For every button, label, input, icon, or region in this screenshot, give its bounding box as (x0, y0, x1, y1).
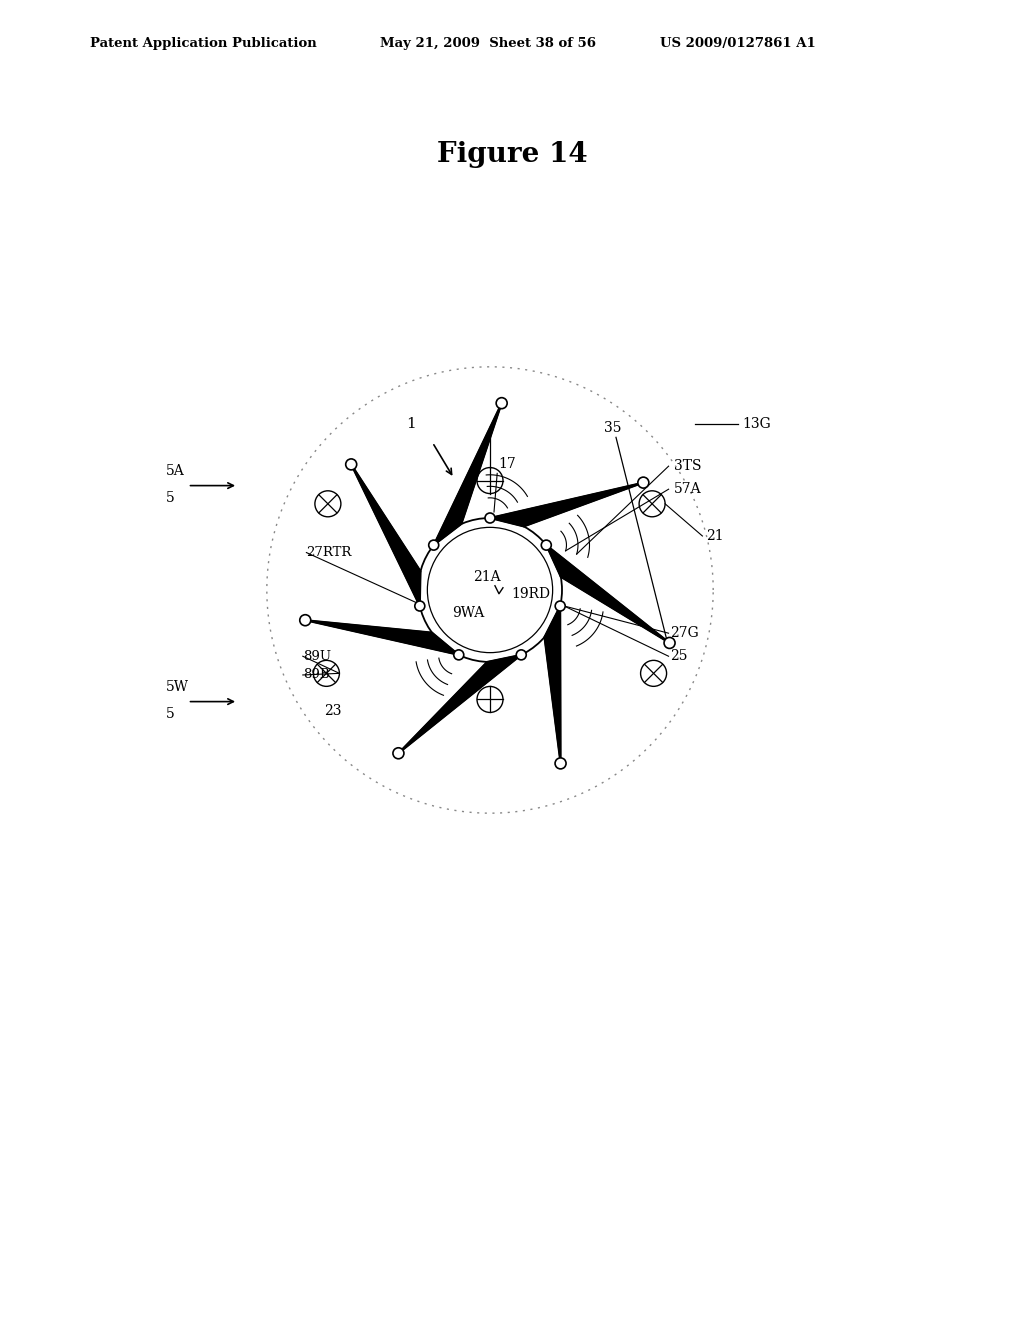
Text: 21A: 21A (473, 570, 500, 583)
Polygon shape (305, 620, 459, 655)
Circle shape (555, 758, 566, 768)
Circle shape (497, 397, 507, 409)
Circle shape (429, 540, 438, 550)
Circle shape (346, 459, 356, 470)
Circle shape (542, 540, 551, 550)
Polygon shape (490, 483, 643, 527)
Text: 23: 23 (325, 704, 342, 718)
Text: 3TS: 3TS (674, 459, 701, 473)
Text: 89U: 89U (303, 649, 331, 663)
Text: 9WA: 9WA (453, 606, 484, 620)
Text: 5: 5 (166, 706, 175, 721)
Circle shape (300, 615, 310, 626)
Text: 21: 21 (706, 529, 724, 543)
Circle shape (555, 601, 565, 611)
Text: US 2009/0127861 A1: US 2009/0127861 A1 (660, 37, 816, 50)
Text: 5: 5 (166, 491, 175, 504)
Polygon shape (398, 655, 521, 754)
Circle shape (664, 638, 675, 648)
Text: 27G: 27G (670, 626, 698, 640)
Text: 19RD: 19RD (511, 587, 550, 601)
Circle shape (415, 601, 425, 611)
Circle shape (485, 513, 495, 523)
Text: Figure 14: Figure 14 (436, 141, 588, 169)
Text: 1: 1 (406, 417, 416, 432)
Text: May 21, 2009  Sheet 38 of 56: May 21, 2009 Sheet 38 of 56 (380, 37, 596, 50)
Circle shape (638, 477, 649, 488)
Text: 5W: 5W (166, 680, 189, 694)
Circle shape (393, 747, 403, 759)
Polygon shape (546, 545, 670, 643)
Text: 13G: 13G (742, 417, 771, 432)
Text: Patent Application Publication: Patent Application Publication (90, 37, 316, 50)
Polygon shape (434, 403, 502, 545)
Text: 35: 35 (604, 421, 622, 436)
Circle shape (516, 649, 526, 660)
Text: 27RTR: 27RTR (306, 546, 352, 560)
Polygon shape (545, 606, 560, 763)
Text: 17: 17 (499, 457, 516, 471)
Circle shape (454, 649, 464, 660)
Text: 5A: 5A (166, 465, 184, 478)
Text: 89B: 89B (303, 668, 330, 681)
Polygon shape (351, 465, 421, 606)
Text: 57A: 57A (674, 482, 701, 496)
Text: 25: 25 (670, 649, 687, 663)
